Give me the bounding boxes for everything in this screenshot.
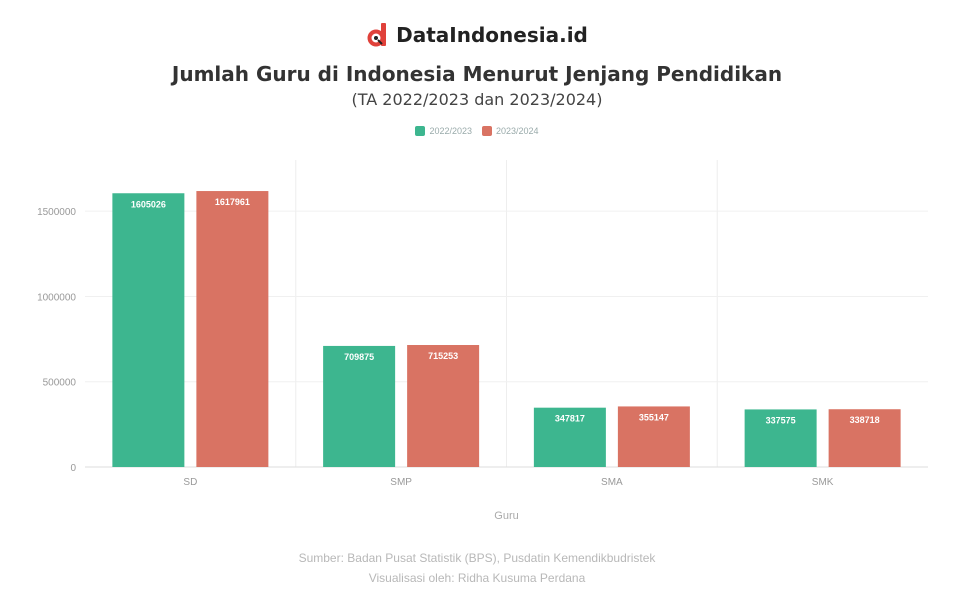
bar (112, 193, 185, 467)
data-label: 1617961 (215, 197, 250, 207)
data-label: 709875 (344, 352, 374, 362)
bar (323, 345, 396, 467)
bar (617, 406, 690, 467)
y-tick-label: 1000000 (37, 292, 76, 303)
legend-swatch (482, 126, 492, 136)
source-note: Sumber: Badan Pusat Statistik (BPS), Pus… (0, 548, 954, 588)
x-axis-label: Guru (494, 510, 518, 522)
legend-label: 2023/2024 (496, 126, 539, 136)
data-label: 1605026 (131, 199, 166, 209)
legend[interactable]: 2022/2023 2023/2024 (0, 126, 954, 136)
legend-item-2023-2024[interactable]: 2023/2024 (482, 126, 539, 136)
data-label: 347817 (555, 414, 585, 424)
data-label: 715253 (428, 351, 458, 361)
bar (196, 191, 269, 467)
brand-name: DataIndonesia.id (396, 23, 588, 47)
credit-line: Visualisasi oleh: Ridha Kusuma Perdana (368, 571, 586, 585)
bar (533, 407, 606, 467)
bar (407, 345, 480, 467)
legend-label: 2022/2023 (429, 126, 472, 136)
chart-subtitle: (TA 2022/2023 dan 2023/2024) (351, 90, 603, 109)
data-label: 355147 (639, 412, 669, 422)
source-line: Sumber: Badan Pusat Statistik (BPS), Pus… (298, 551, 656, 565)
bar (828, 409, 901, 467)
x-tick-label: SMP (390, 477, 412, 488)
x-tick-label: SMK (812, 477, 834, 488)
legend-swatch (415, 126, 426, 136)
bar (744, 409, 817, 467)
brand: DataIndonesia.id (0, 22, 954, 48)
x-tick-label: SD (183, 477, 197, 488)
y-tick-label: 0 (70, 463, 76, 474)
x-tick-label: SMA (601, 477, 623, 488)
y-tick-label: 1500000 (37, 207, 76, 218)
brand-logo-icon (367, 23, 387, 47)
bar-chart: 0 500000 1000000 1500000 1605026 1617961 SD 709… (37, 160, 928, 522)
data-label: 338718 (850, 415, 880, 425)
y-tick-label: 500000 (43, 378, 77, 389)
chart-title: Jumlah Guru di Indonesia Menurut Jenjang… (171, 62, 783, 86)
data-label: 337575 (766, 415, 796, 425)
legend-item-2022-2023[interactable]: 2022/2023 (415, 126, 472, 136)
